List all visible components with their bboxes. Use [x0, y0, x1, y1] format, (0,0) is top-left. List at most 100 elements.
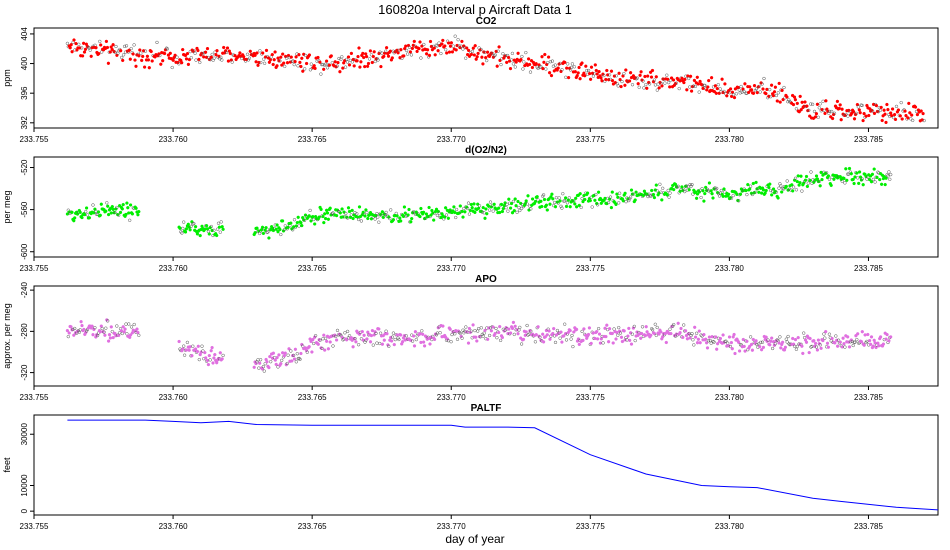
- data-point: [317, 215, 321, 219]
- data-point: [493, 53, 497, 57]
- data-point: [386, 54, 391, 58]
- data-point: [188, 228, 192, 232]
- data-point: [128, 333, 133, 337]
- data-point: [378, 341, 382, 346]
- data-point: [328, 340, 332, 344]
- data-point: [421, 340, 426, 344]
- data-point: [888, 177, 892, 181]
- data-point: [182, 344, 186, 348]
- data-point: [421, 210, 426, 214]
- data-point: [65, 41, 70, 46]
- data-point: [909, 117, 913, 121]
- data-point: [530, 197, 535, 201]
- data-point: [270, 52, 274, 57]
- data-point: [329, 54, 333, 58]
- data-point: [381, 215, 385, 220]
- plot-frame: [33, 156, 939, 258]
- data-point: [168, 51, 172, 55]
- data-point: [875, 175, 879, 180]
- data-point: [631, 192, 636, 196]
- data-point: [70, 210, 74, 214]
- data-point: [261, 51, 265, 55]
- data-point: [547, 329, 551, 333]
- data-point: [282, 61, 286, 65]
- data-point: [305, 350, 309, 354]
- data-point: [864, 114, 868, 118]
- data-point: [808, 336, 812, 341]
- data-point: [711, 196, 715, 200]
- data-point: [738, 91, 742, 95]
- data-point: [754, 339, 758, 343]
- data-point: [737, 340, 741, 345]
- data-point: [579, 205, 583, 210]
- data-point: [691, 84, 696, 88]
- data-point: [258, 358, 263, 362]
- data-point: [835, 344, 840, 348]
- data-point: [853, 340, 857, 344]
- data-point: [392, 342, 396, 347]
- data-point: [335, 64, 339, 68]
- data-point: [127, 211, 131, 215]
- data-point: [508, 206, 513, 210]
- data-point: [127, 48, 131, 52]
- data-point: [347, 63, 352, 67]
- data-point: [640, 325, 645, 329]
- data-point: [627, 79, 632, 83]
- data-point: [445, 337, 450, 341]
- data-point: [785, 340, 789, 344]
- data-point: [379, 64, 383, 69]
- data-point: [72, 333, 76, 337]
- data-point: [271, 228, 276, 233]
- data-point: [570, 62, 575, 66]
- data-point: [482, 331, 486, 335]
- data-point: [782, 85, 786, 90]
- data-point: [775, 338, 779, 342]
- data-point: [290, 359, 294, 363]
- data-point: [879, 182, 884, 186]
- data-point: [273, 358, 277, 362]
- data-point: [655, 325, 659, 330]
- data-point: [98, 213, 102, 217]
- data-point: [675, 185, 679, 189]
- data-point: [267, 365, 271, 370]
- data-point: [596, 190, 601, 194]
- data-point: [845, 178, 849, 182]
- data-point: [687, 188, 691, 192]
- data-point: [150, 59, 154, 63]
- data-point: [820, 177, 824, 182]
- data-point: [886, 107, 890, 112]
- data-point: [742, 344, 746, 349]
- data-point: [402, 205, 407, 209]
- data-point: [594, 68, 598, 73]
- data-point: [459, 334, 463, 339]
- data-point: [542, 197, 547, 202]
- data-point: [324, 208, 329, 212]
- data-point: [94, 46, 98, 50]
- data-point: [338, 211, 342, 215]
- data-point: [390, 335, 395, 339]
- data-point: [815, 348, 820, 352]
- data-point: [683, 189, 687, 194]
- data-point: [743, 82, 747, 86]
- data-point: [677, 86, 681, 91]
- panel-title: d(O2/N2): [465, 145, 507, 156]
- data-point: [701, 189, 705, 193]
- data-point: [376, 58, 380, 62]
- data-point: [87, 216, 92, 220]
- data-point: [879, 105, 883, 110]
- data-point: [605, 68, 609, 73]
- data-point: [323, 336, 328, 341]
- data-point: [812, 109, 817, 114]
- data-point: [584, 64, 588, 68]
- data-point: [200, 344, 204, 348]
- data-point: [331, 344, 335, 348]
- data-point: [438, 331, 442, 335]
- data-point: [791, 336, 795, 341]
- data-point: [629, 188, 634, 192]
- data-point: [563, 199, 567, 203]
- data-point: [816, 338, 821, 342]
- data-point: [491, 209, 495, 213]
- data-point: [181, 47, 185, 52]
- data-point: [280, 219, 285, 223]
- data-point: [814, 112, 819, 116]
